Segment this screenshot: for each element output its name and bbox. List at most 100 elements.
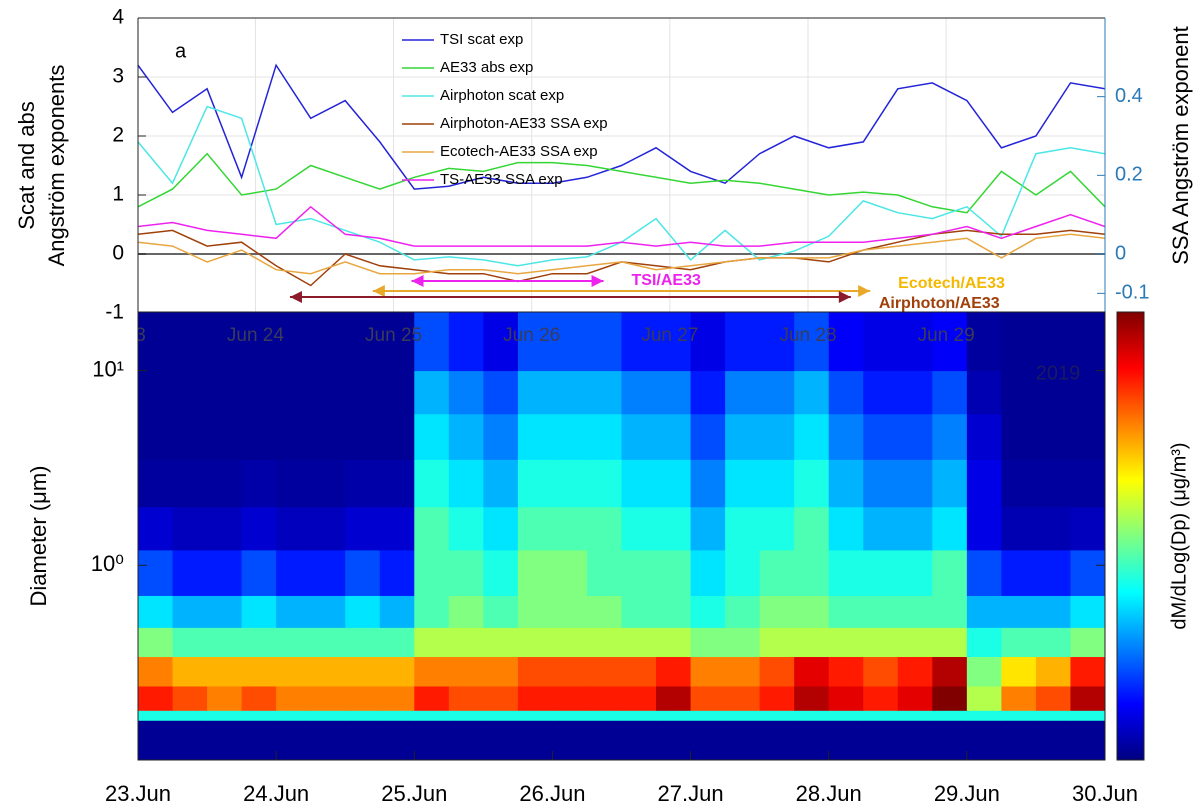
heatmap-cell <box>828 413 864 460</box>
heatmap-cell <box>1070 459 1106 508</box>
heatmap-cell <box>517 685 553 711</box>
heatmap-cell <box>379 413 415 460</box>
heatmap-cell <box>759 413 795 460</box>
heatmap-cell <box>759 595 795 628</box>
heatmap-cell <box>241 370 277 415</box>
heatmap-cell <box>414 506 450 551</box>
series-line <box>138 233 1105 275</box>
heatmap-cell <box>586 549 622 596</box>
heatmap-cell <box>483 656 519 687</box>
heatmap-cell <box>621 413 657 460</box>
heatmap-cell <box>1001 312 1037 372</box>
heatmap-cell <box>207 312 243 372</box>
heatmap-cell <box>552 710 588 721</box>
heatmap-cell <box>138 710 174 721</box>
legend-label: Ecotech-AE33 SSA exp <box>440 143 598 160</box>
y-tick-label: 0 <box>112 242 124 265</box>
heatmap-cell <box>794 549 830 596</box>
heatmap-cell <box>725 549 761 596</box>
heatmap-cell <box>345 370 381 415</box>
heatmap-cell <box>863 685 899 711</box>
colorbar-label: dM/dLog(Dp) (μg/m³) <box>1168 442 1190 629</box>
heatmap-cell <box>759 459 795 508</box>
arrow-head <box>411 275 424 287</box>
y-axis-label: Angström exponents <box>44 65 69 267</box>
y-tick-label: -1 <box>105 301 124 324</box>
heatmap-cell <box>345 720 381 761</box>
heatmap-cell <box>276 685 312 711</box>
heatmap-cell <box>966 720 1002 761</box>
heatmap-cell <box>448 459 484 508</box>
heatmap-cell <box>690 459 726 508</box>
heatmap-cell <box>414 312 450 372</box>
heatmap-cell <box>138 459 174 508</box>
heatmap-cell <box>1035 685 1071 711</box>
heatmap-cell <box>414 627 450 658</box>
heatmap-cell <box>966 656 1002 687</box>
heatmap-cell <box>310 627 346 658</box>
heatmap-cell <box>586 685 622 711</box>
heatmap-cell <box>966 685 1002 711</box>
heatmap-cell <box>552 720 588 761</box>
heatmap-cell <box>690 627 726 658</box>
heatmap-cell <box>656 459 692 508</box>
heatmap-cell <box>483 595 519 628</box>
heatmap-cell <box>483 312 519 372</box>
heatmap-cell <box>897 506 933 551</box>
heatmap-cell <box>1001 549 1037 596</box>
heatmap-cell <box>656 413 692 460</box>
heatmap-cell <box>1001 656 1037 687</box>
heatmap-cell <box>794 459 830 508</box>
heatmap-cell <box>310 710 346 721</box>
heatmap-cell <box>483 627 519 658</box>
heatmap-cell <box>517 370 553 415</box>
legend-label: Airphoton-AE33 SSA exp <box>440 115 608 132</box>
heatmap-cell <box>138 506 174 551</box>
y2-tick-label: -0.1 <box>1115 282 1149 304</box>
heatmap-cell <box>759 685 795 711</box>
heatmap-cell <box>966 413 1002 460</box>
heatmap-cell <box>448 656 484 687</box>
heatmap-cell <box>448 549 484 596</box>
heatmap-cell <box>310 656 346 687</box>
heatmap-cell <box>552 627 588 658</box>
heatmap-cell <box>448 312 484 372</box>
heatmap-cell <box>517 720 553 761</box>
annotation-label: Airphoton/AE33 <box>879 295 1000 312</box>
heatmap-cell <box>897 685 933 711</box>
heatmap-cell <box>172 312 208 372</box>
y-tick-label: 2 <box>112 124 124 147</box>
heatmap-cell <box>345 656 381 687</box>
heatmap-cell <box>932 627 968 658</box>
heatmap-cell <box>414 656 450 687</box>
heatmap-cell <box>586 413 622 460</box>
heatmap-cell <box>138 312 174 372</box>
heatmap-cell <box>552 595 588 628</box>
heatmap-cell <box>828 710 864 721</box>
heatmap-cell <box>863 720 899 761</box>
heatmap-cell <box>863 656 899 687</box>
heatmap-cell <box>345 413 381 460</box>
heatmap-cell <box>863 627 899 658</box>
heatmap-cell <box>656 627 692 658</box>
heatmap-cell <box>1035 595 1071 628</box>
heatmap-cell <box>759 720 795 761</box>
heatmap-cell <box>517 549 553 596</box>
heatmap-cell <box>759 370 795 415</box>
x-tick-label: 29.Jun <box>934 781 1000 806</box>
heatmap-cell <box>241 720 277 761</box>
heatmap-cell <box>725 595 761 628</box>
x-tick-label: Jun 25 <box>365 325 422 346</box>
heatmap-cell <box>897 595 933 628</box>
heatmap-cell <box>690 656 726 687</box>
heatmap-cell <box>207 685 243 711</box>
heatmap-cell <box>863 459 899 508</box>
heatmap-cell <box>725 685 761 711</box>
heatmap-cell <box>276 595 312 628</box>
heatmap-cell <box>310 720 346 761</box>
heatmap-cell <box>1035 549 1071 596</box>
legend-label: AE33 abs exp <box>440 59 533 76</box>
series-line <box>138 152 1105 214</box>
heatmap-cell <box>138 627 174 658</box>
heatmap-cell <box>863 312 899 372</box>
